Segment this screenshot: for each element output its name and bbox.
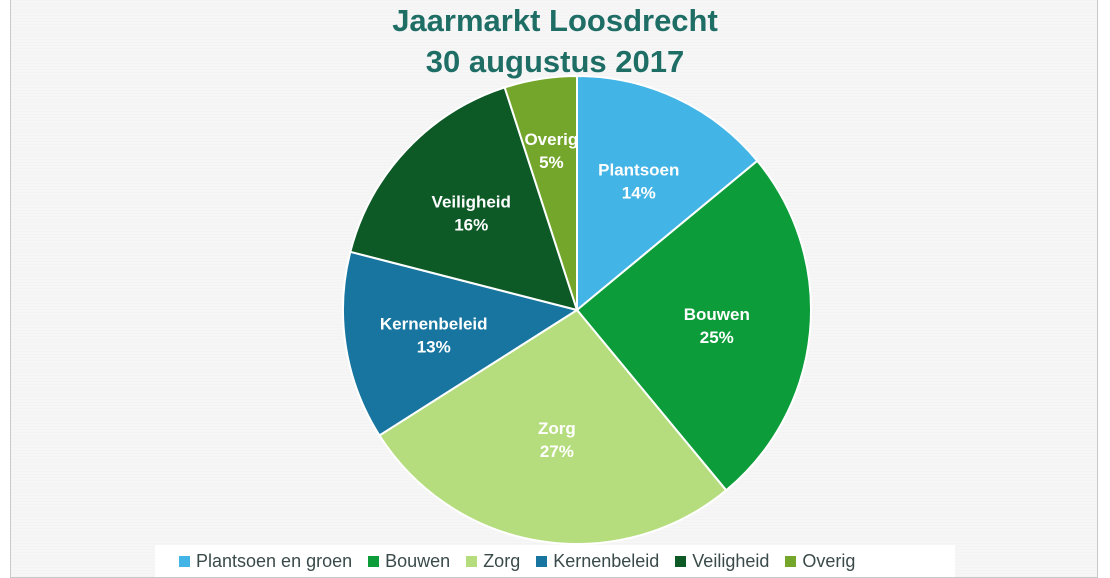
pie-slice-bouwen [575,159,812,492]
slice-label: Plantsoen [598,161,679,180]
slice-percent-label: 27% [540,442,574,461]
legend-label: Plantsoen en groen [196,550,353,571]
pie-slice-zorg [378,308,728,545]
legend-label: Bouwen [385,550,451,571]
slice-percent-label: 25% [700,328,734,347]
slice-percent-label: 16% [454,216,488,235]
slice-percent-label: 13% [417,338,451,357]
legend-label: Kernenbeleid [553,550,660,571]
legend-swatch [179,555,190,567]
pie-slice-veiligheid [349,86,579,312]
legend-item: Overig [785,551,855,572]
legend-item: Plantsoen en groen [179,551,352,572]
legend-swatch [675,555,687,567]
pie-slice-kernenbeleid [342,250,580,437]
legend-swatch [536,555,548,567]
slice-percent-label: 14% [622,184,656,203]
legend-label: Overig [802,550,856,571]
legend-swatch [785,555,797,567]
slice-label: Veiligheid [432,193,511,212]
slice-label: Kernenbeleid [380,315,488,334]
legend-label: Veiligheid [692,550,770,571]
slice-label: Bouwen [684,305,750,324]
legend-swatch [466,555,478,567]
legend-item: Kernenbeleid [536,551,659,572]
chart-legend: Plantsoen en groen Bouwen Zorg Kernenbeleid… [155,545,955,577]
pie-slice-overig [503,74,578,311]
legend-swatch [368,555,380,567]
slice-label: Zorg [538,419,576,438]
legend-item: Zorg [466,551,520,572]
chart-subtitle: 30 augustus 2017 [425,44,685,79]
legend-item: Bouwen [368,551,450,572]
pie-slice-plantsoen [576,74,759,313]
legend-label: Zorg [483,550,521,571]
chart-title: Jaarmarkt Loosdrecht [392,3,718,38]
slice-percent-label: 5% [539,153,564,172]
slice-label: Overig [524,130,578,149]
legend-item: Veiligheid [675,551,769,572]
